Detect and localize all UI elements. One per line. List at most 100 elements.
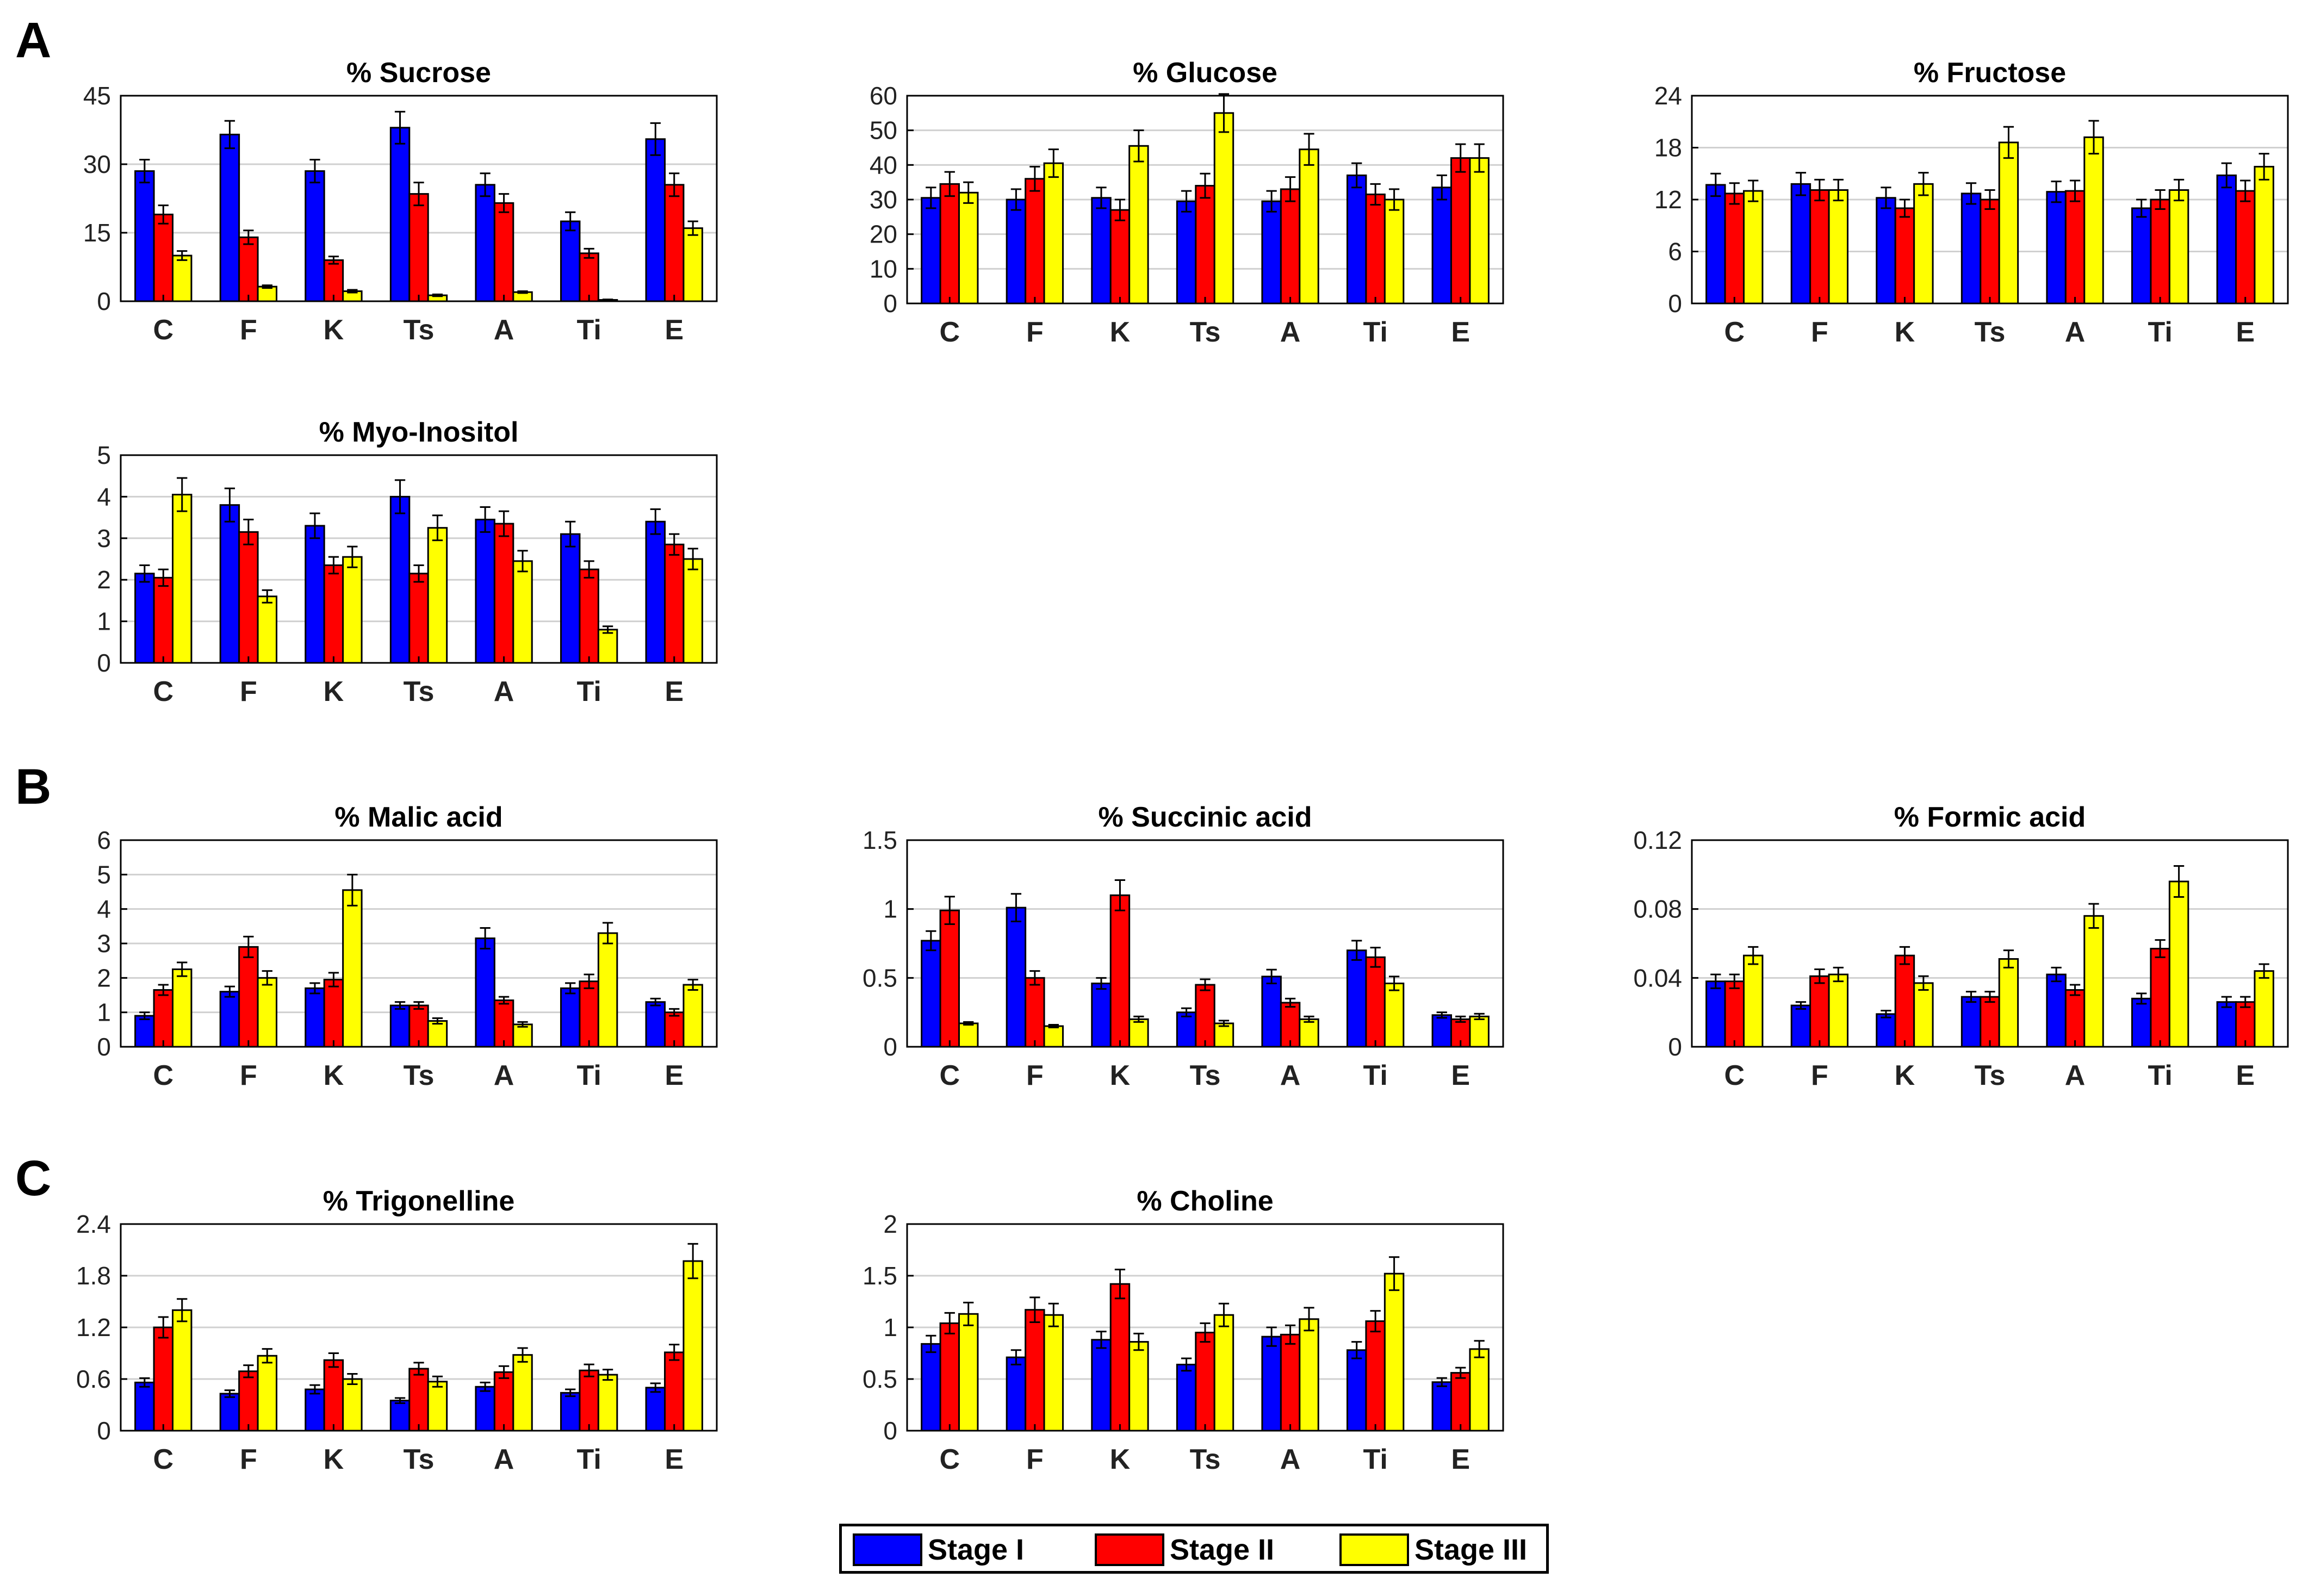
bar — [1128, 1341, 1149, 1432]
legend-label-stage-1: Stage I — [928, 1533, 1025, 1566]
bar — [1213, 112, 1234, 305]
bar — [408, 573, 429, 664]
bar — [921, 940, 941, 1048]
y-tick-label: 6 — [97, 826, 111, 854]
x-tick-label: Ti — [2148, 1060, 2173, 1091]
bar — [939, 1322, 960, 1432]
bar — [2083, 136, 2104, 305]
bar — [1383, 1272, 1405, 1432]
bar — [1261, 976, 1282, 1048]
bar — [172, 494, 193, 664]
x-tick-label: K — [1110, 1444, 1131, 1475]
bar — [172, 254, 193, 302]
y-tick-label: 30 — [870, 185, 897, 214]
bar — [921, 197, 941, 305]
bar — [475, 184, 495, 302]
bar — [560, 1392, 581, 1432]
bar — [1790, 1004, 1811, 1048]
bar — [1809, 975, 1830, 1048]
x-tick-label: Ti — [1363, 316, 1388, 348]
chart-6: 0 0.04 0.08 0.12 C F K Ts A Ti E % Formic acid — [1633, 802, 2289, 1091]
panel-label-a: A — [15, 13, 52, 68]
bar — [1431, 187, 1452, 305]
bar — [1280, 1333, 1301, 1432]
bar — [389, 127, 411, 302]
y-tick-label: 5 — [97, 441, 111, 469]
bar — [1025, 977, 1045, 1048]
x-tick-label: Ti — [577, 1444, 601, 1475]
x-tick-label: Ts — [1975, 316, 2006, 348]
bar — [1743, 954, 1764, 1048]
bar — [493, 1371, 514, 1432]
bar — [2168, 189, 2189, 305]
bar — [1213, 1314, 1234, 1432]
x-tick-label: C — [1724, 316, 1745, 348]
bar — [1176, 1011, 1197, 1048]
legend-swatch-stage-2 — [1095, 1533, 1164, 1566]
y-tick-label: 0 — [97, 1033, 111, 1061]
y-tick-label: 3 — [97, 929, 111, 958]
x-tick-label: Ts — [1190, 1060, 1221, 1091]
bar — [1980, 198, 2000, 305]
bar — [1450, 1372, 1471, 1432]
bar — [427, 1381, 448, 1432]
bar — [1383, 198, 1405, 305]
x-tick-label: Ts — [404, 1060, 435, 1091]
bar — [958, 1313, 979, 1432]
bar — [958, 191, 979, 305]
x-tick-label: A — [2065, 316, 2086, 348]
bar — [1894, 954, 1915, 1048]
bar — [1176, 200, 1197, 305]
chart-2: 0 6 12 18 24 C F K Ts A Ti E % Fructose — [1654, 57, 2289, 348]
y-tick-label: 30 — [83, 150, 111, 178]
x-tick-label: C — [940, 1060, 960, 1091]
bar — [172, 968, 193, 1048]
y-tick-label: 1.5 — [863, 1262, 897, 1290]
x-tick-label: E — [665, 314, 684, 346]
bar — [323, 979, 344, 1048]
bar — [1025, 178, 1045, 305]
x-tick-label: K — [324, 314, 344, 346]
bar — [2216, 174, 2237, 305]
x-tick-label: K — [1110, 1060, 1131, 1091]
bar — [1043, 1025, 1064, 1048]
bar — [134, 1381, 155, 1432]
x-tick-label: E — [665, 1060, 684, 1091]
x-tick-label: A — [494, 676, 514, 707]
x-tick-label: K — [324, 1060, 344, 1091]
bar — [408, 193, 429, 302]
bar — [342, 556, 363, 664]
bar — [1299, 1018, 1319, 1048]
chart-5: 0 0.5 1 1.5 C F K Ts A Ti E % Succinic acid — [863, 802, 1504, 1091]
y-tick-label: 0 — [97, 1417, 111, 1445]
bar — [475, 1386, 495, 1432]
bar — [2150, 948, 2170, 1048]
bar — [1431, 1381, 1452, 1432]
y-tick-label: 3 — [97, 524, 111, 552]
x-tick-label: Ts — [404, 1444, 435, 1475]
chart-title: % Malic acid — [334, 802, 502, 833]
bar — [238, 946, 259, 1048]
bar — [238, 236, 259, 302]
bar — [342, 1378, 363, 1432]
x-tick-label: A — [2065, 1060, 2086, 1091]
bar — [2235, 190, 2256, 305]
x-tick-label: E — [2236, 1060, 2255, 1091]
bar — [1365, 956, 1386, 1048]
bar — [1128, 145, 1149, 305]
bar — [1091, 197, 1112, 305]
bar — [939, 183, 960, 305]
x-tick-label: A — [1280, 1444, 1301, 1475]
bar — [1299, 148, 1319, 305]
y-tick-label: 0.6 — [76, 1365, 111, 1393]
bar — [1913, 183, 1934, 305]
chart-3: 0 1 2 3 4 5 C F K Ts A Ti E % Myo-Inositol — [97, 417, 718, 707]
bar — [1998, 141, 2019, 305]
bar — [2254, 166, 2274, 305]
y-tick-label: 60 — [870, 82, 897, 110]
x-tick-label: F — [1026, 1060, 1044, 1091]
bar — [579, 1369, 599, 1432]
bar — [1743, 190, 1764, 305]
bar — [134, 573, 155, 664]
